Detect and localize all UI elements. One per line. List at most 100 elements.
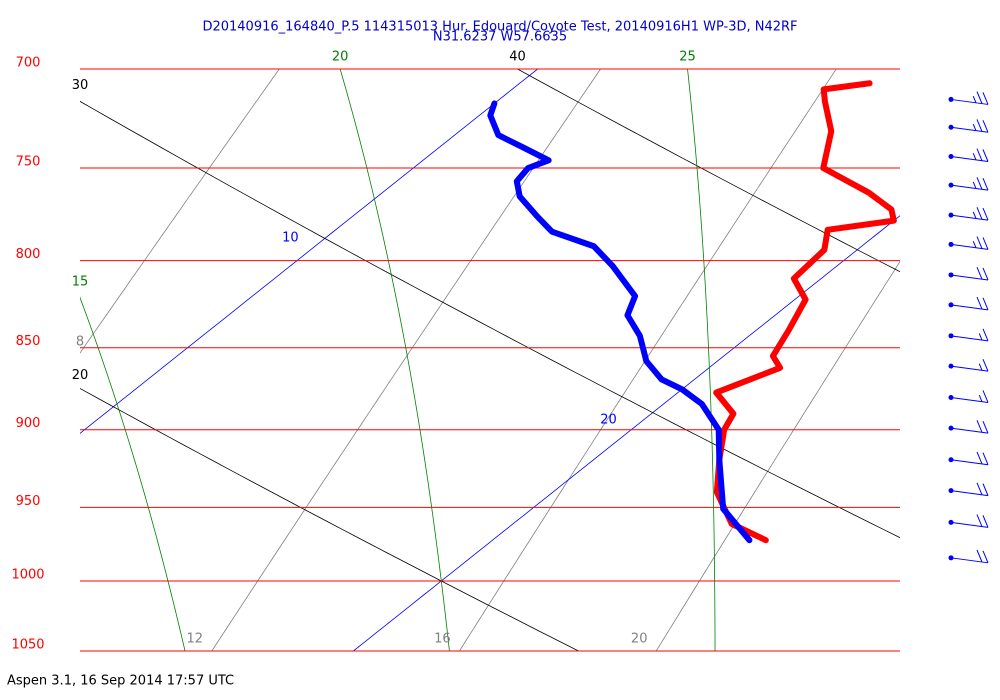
- wind-barb-staff: [950, 427, 989, 434]
- isotherm: [352, 215, 900, 651]
- wind-barb-tick: [976, 296, 983, 310]
- wind-barb-staff: [950, 156, 989, 162]
- wind-barb-tick: [976, 451, 983, 465]
- wind-barb-tick: [982, 483, 989, 496]
- sounding-trace: [713, 80, 897, 544]
- wind-barb-tick: [976, 482, 983, 496]
- wind-barb: [948, 514, 989, 528]
- wind-barb-tick: [976, 119, 983, 132]
- y-tick-label: 1000: [11, 567, 44, 582]
- y-tick-label: 1050: [11, 638, 44, 653]
- plot-area: [80, 69, 900, 651]
- chart-subtitle: N31.6237 W57.6635: [433, 30, 567, 45]
- wind-barb-tick: [976, 266, 983, 280]
- wind-barb-tick: [976, 91, 983, 104]
- dry-adiabat-label: 20: [72, 368, 89, 383]
- mixing-ratio-line-label: 20: [631, 632, 648, 647]
- wind-barb: [948, 296, 989, 311]
- y-tick-label: 750: [16, 155, 41, 170]
- wind-barb-tick: [976, 549, 983, 563]
- wind-barb-tick: [972, 241, 977, 249]
- moist-adiabat-label: 25: [679, 50, 696, 65]
- wind-barb: [948, 390, 989, 403]
- moist-adiabat: [339, 69, 450, 651]
- wind-barb: [948, 358, 989, 372]
- wind-barb: [948, 266, 989, 281]
- wind-barb-tick: [982, 390, 989, 403]
- wind-barb-tick: [982, 297, 989, 311]
- wind-barb-staff: [950, 184, 989, 191]
- chart-title: D20140916_164840_P.5 114315013 Hur. Edou…: [202, 20, 797, 35]
- mixing-ratio-line: [655, 260, 900, 651]
- wind-barb-staff: [950, 243, 989, 250]
- wind-barb-tick: [982, 207, 989, 221]
- wind-barb-tick: [982, 550, 989, 564]
- wind-barb: [948, 420, 989, 434]
- wind-barb-staff: [950, 214, 989, 221]
- mixing-ratio-line: [458, 69, 837, 651]
- wind-barb-tick: [972, 153, 977, 161]
- mixing-ratio-line-label: 8: [76, 335, 84, 350]
- wind-barb-staff: [950, 459, 989, 466]
- wind-barb: [948, 328, 989, 342]
- wind-barb-tick: [972, 96, 977, 104]
- dry-adiabat: [80, 387, 580, 651]
- mixing-ratio-line-label: 12: [187, 632, 204, 647]
- wind-barb-staff: [950, 274, 989, 281]
- wind-barb-tick: [976, 148, 983, 161]
- mixing-ratio-line-label: 16: [434, 632, 451, 647]
- wind-barb-tick: [982, 358, 989, 372]
- y-tick-label: 700: [16, 56, 41, 71]
- wind-barb-tick: [972, 181, 977, 189]
- wind-barb: [948, 451, 989, 466]
- wind-barb-tick: [976, 420, 983, 433]
- wind-barb: [948, 207, 989, 221]
- wind-barb: [948, 549, 989, 564]
- wind-barb: [948, 177, 989, 191]
- wind-barb-staff: [950, 335, 989, 342]
- wind-barb: [948, 91, 989, 105]
- wind-barb-tick: [976, 177, 983, 190]
- wind-barb-tick: [982, 120, 989, 133]
- footer: Aspen 3.1, 16 Sep 2014 17:57 UTC: [7, 674, 234, 689]
- mixing-ratio-line: [80, 69, 280, 354]
- wind-barb-tick: [982, 328, 989, 342]
- dry-adiabat-label: 40: [509, 50, 526, 65]
- wind-barb-tick: [982, 452, 989, 465]
- wind-barb-tick: [978, 363, 983, 371]
- wind-barb-staff: [950, 490, 989, 497]
- wind-barb-tick: [972, 211, 977, 219]
- dry-adiabat: [80, 100, 900, 539]
- sounding-trace: [487, 100, 753, 544]
- dry-adiabat: [516, 69, 900, 273]
- wind-barb-staff: [950, 126, 989, 133]
- y-tick-label: 850: [16, 334, 41, 349]
- moist-adiabat-label: 20: [332, 50, 349, 65]
- moist-adiabat-label: 15: [72, 275, 89, 290]
- y-tick-label: 800: [16, 247, 41, 262]
- wind-barb-staff: [950, 521, 989, 528]
- wind-barb-staff: [950, 98, 989, 105]
- wind-barb-staff: [950, 365, 989, 372]
- wind-barb-tick: [982, 267, 989, 281]
- wind-barb: [948, 148, 989, 162]
- y-tick-label: 950: [16, 494, 41, 509]
- wind-barb-staff: [950, 396, 989, 403]
- wind-barb: [948, 236, 989, 250]
- wind-barb-tick: [978, 333, 983, 341]
- wind-barb: [948, 119, 989, 133]
- wind-barb-staff: [950, 557, 989, 564]
- mixing-ratio-line: [211, 69, 602, 651]
- moist-adiabat: [80, 296, 186, 651]
- wind-barb-tick: [976, 514, 983, 527]
- dry-adiabat-label: 30: [72, 78, 89, 93]
- wind-barb-tick: [976, 236, 983, 249]
- moist-adiabat: [687, 69, 716, 651]
- wind-barb-tick: [978, 394, 983, 402]
- isotherm-label: 10: [282, 231, 299, 246]
- wind-barb-staff: [950, 304, 989, 311]
- isotherm: [80, 69, 539, 434]
- wind-barb-tick: [982, 237, 989, 250]
